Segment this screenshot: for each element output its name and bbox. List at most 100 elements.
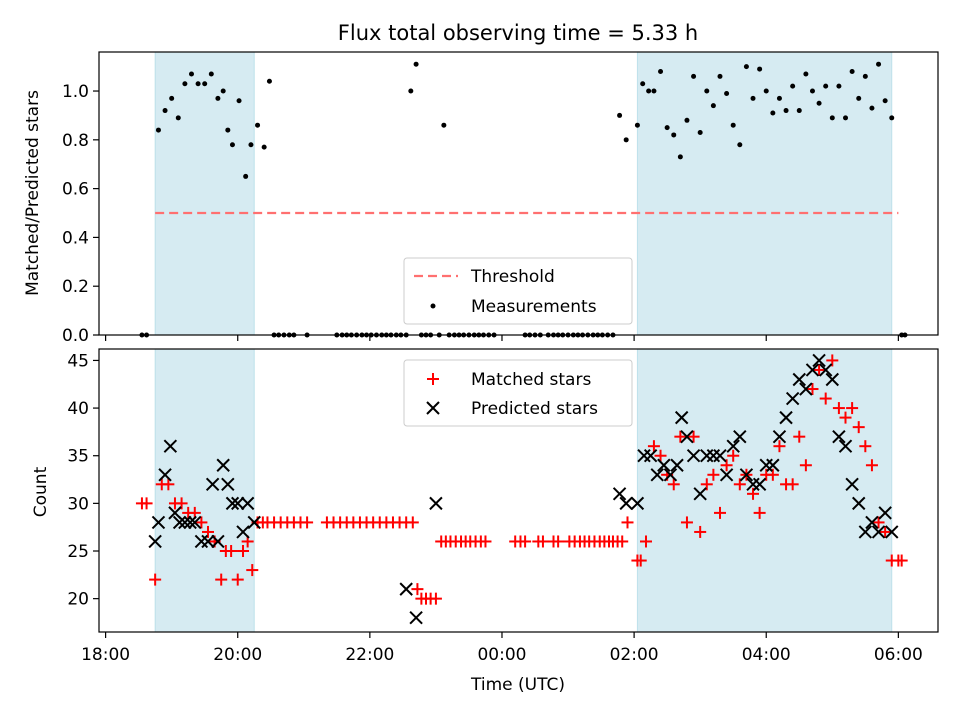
measurement-point bbox=[757, 66, 763, 72]
matched-star-marker bbox=[195, 516, 208, 529]
matched-star-marker bbox=[552, 535, 565, 548]
matched-star-marker bbox=[231, 573, 244, 586]
predicted-star-marker bbox=[221, 477, 235, 492]
predicted-star-marker bbox=[643, 449, 658, 463]
matched-star-marker bbox=[753, 506, 766, 519]
predicted-legend-swatch bbox=[426, 401, 440, 415]
bottom-shaded-span bbox=[154, 348, 255, 633]
matched-star-marker bbox=[766, 468, 779, 481]
matched-star-marker bbox=[819, 392, 832, 405]
measurement-point bbox=[743, 64, 749, 70]
predicted-star-marker bbox=[650, 468, 664, 482]
predicted-star-marker bbox=[225, 496, 240, 511]
measurement-point bbox=[856, 95, 862, 101]
matched-star-marker bbox=[640, 535, 653, 548]
x-tick-label: 00:00 bbox=[477, 645, 526, 665]
matched-star-marker bbox=[536, 535, 549, 548]
predicted-star-marker bbox=[838, 439, 853, 453]
measurement-point bbox=[182, 81, 188, 87]
matched-star-marker bbox=[237, 545, 250, 558]
measurement-point bbox=[651, 88, 657, 94]
measurement-point bbox=[255, 122, 261, 128]
measurement-point bbox=[266, 78, 272, 84]
matched-star-marker bbox=[700, 478, 713, 491]
top-axes-frame bbox=[98, 51, 939, 336]
measurement-point bbox=[717, 73, 723, 79]
x-axis-label: Time (UTC) bbox=[470, 675, 565, 695]
bottom-y-tick-label: 25 bbox=[67, 542, 89, 562]
predicted-star-marker bbox=[663, 468, 678, 482]
matched-star-marker bbox=[215, 573, 228, 586]
x-tick-label: 02:00 bbox=[610, 645, 659, 665]
matched-star-marker bbox=[647, 440, 660, 453]
x-tick-label: 04:00 bbox=[742, 645, 791, 665]
measurement-point bbox=[862, 73, 868, 79]
matched-star-marker bbox=[175, 497, 188, 510]
top-y-tick-label: 1.0 bbox=[62, 82, 89, 102]
matched-star-marker bbox=[687, 430, 700, 443]
matched-star-marker bbox=[852, 421, 865, 434]
bottom-y-tick-label: 20 bbox=[67, 590, 89, 610]
threshold-legend-label: Threshold bbox=[470, 267, 555, 287]
predicted-star-marker bbox=[812, 353, 826, 368]
predicted-star-marker bbox=[871, 525, 886, 539]
predicted-star-marker bbox=[739, 468, 754, 482]
matched-star-marker bbox=[786, 478, 799, 491]
measurement-point bbox=[882, 98, 888, 104]
measurement-point bbox=[408, 88, 414, 94]
matched-star-marker bbox=[634, 554, 647, 567]
matched-star-marker bbox=[713, 506, 726, 519]
predicted-star-marker bbox=[752, 477, 767, 492]
measurement-point bbox=[677, 154, 683, 160]
matched-star-marker bbox=[806, 383, 819, 396]
measurement-point bbox=[790, 83, 796, 89]
x-tick-label: 20:00 bbox=[213, 645, 262, 665]
predicted-star-marker bbox=[779, 410, 793, 425]
measurement-point bbox=[617, 112, 623, 118]
predicted-star-marker bbox=[612, 487, 627, 501]
measurement-point bbox=[175, 115, 181, 121]
bottom-y-tick-label: 35 bbox=[67, 447, 89, 467]
predicted-star-marker bbox=[845, 477, 859, 492]
top-shaded-span bbox=[636, 51, 893, 336]
predicted-star-marker bbox=[429, 496, 443, 511]
bottom-y-tick-label: 45 bbox=[67, 351, 89, 371]
top-x-ticks bbox=[105, 335, 899, 341]
bottom-y-tick-label: 40 bbox=[67, 399, 89, 419]
measurement-point bbox=[783, 108, 789, 114]
top-legend-box bbox=[403, 257, 633, 325]
matched-star-marker bbox=[813, 363, 826, 376]
measurement-point bbox=[220, 88, 226, 94]
top-y-ticks: 0.0 0.2 0.4 0.6 0.8 1.0 bbox=[62, 82, 99, 346]
measurement-point bbox=[843, 115, 849, 121]
predicted-star-marker bbox=[216, 458, 230, 472]
predicted-star-marker bbox=[733, 429, 747, 444]
matched-star-marker bbox=[846, 402, 859, 415]
top-panel: 0.0 0.2 0.4 0.6 0.8 1.0 Matched/Predicted sta… bbox=[23, 51, 939, 346]
matched-star-marker bbox=[246, 564, 259, 577]
measurement-point bbox=[823, 83, 829, 89]
predicted-star-marker bbox=[178, 515, 192, 530]
measurement-point bbox=[248, 142, 254, 148]
predicted-stars-markers bbox=[148, 353, 899, 625]
matched-star-marker bbox=[479, 535, 492, 548]
top-y-tick-label: 0.0 bbox=[62, 326, 89, 346]
predicted-star-marker bbox=[719, 468, 734, 482]
measurement-point bbox=[215, 95, 221, 101]
predicted-star-marker bbox=[247, 515, 261, 530]
predicted-star-marker bbox=[670, 458, 684, 472]
measurement-point bbox=[623, 137, 629, 143]
matched-star-marker bbox=[799, 459, 812, 472]
measurement-point bbox=[634, 122, 640, 128]
matched-star-marker bbox=[707, 468, 720, 481]
predicted-star-marker bbox=[163, 439, 178, 453]
predicted-star-marker bbox=[183, 515, 197, 530]
predicted-star-marker bbox=[409, 610, 423, 625]
predicted-star-marker bbox=[766, 458, 780, 472]
matched-stars-markers bbox=[135, 354, 908, 605]
measurement-point bbox=[243, 173, 249, 179]
measurement-point bbox=[202, 81, 208, 87]
measurement-point bbox=[646, 88, 652, 94]
matched-star-marker bbox=[202, 525, 215, 538]
